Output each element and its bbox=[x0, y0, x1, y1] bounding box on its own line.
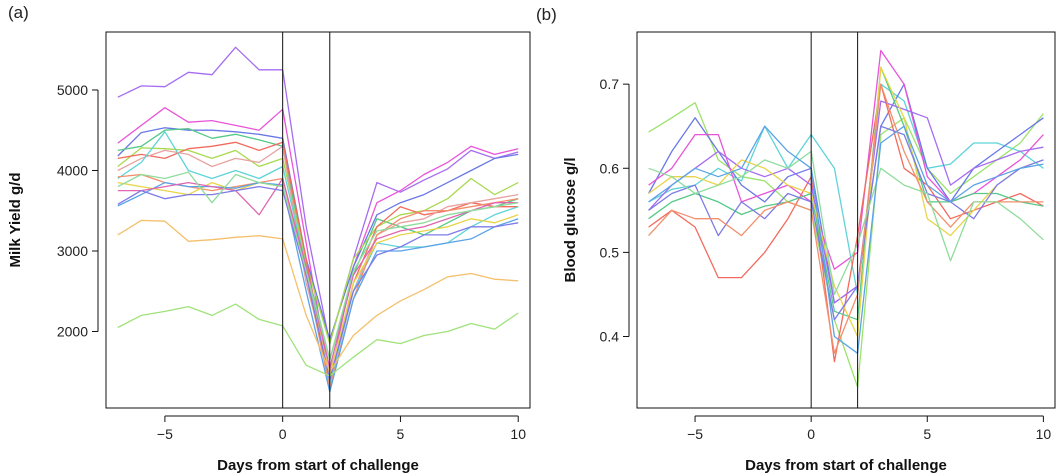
series-line-1 bbox=[648, 102, 1044, 388]
series-line-7 bbox=[117, 145, 519, 373]
y-tick-label: 0.7 bbox=[600, 76, 620, 92]
series-line-16 bbox=[117, 303, 519, 377]
y-tick-label: 3000 bbox=[57, 243, 88, 259]
series-line-14 bbox=[117, 171, 519, 361]
x-tick-label: 5 bbox=[397, 426, 405, 442]
series-line-8 bbox=[648, 66, 1044, 338]
panel-label: (a) bbox=[8, 3, 29, 22]
y-axis-title: Milk Yield g/d bbox=[7, 172, 24, 267]
chart-panel-a: (a) −5 0 5 10 2000 3000 4000 5000 Days from start… bbox=[7, 3, 531, 474]
x-tick-label: 10 bbox=[1036, 426, 1052, 442]
y-axis: 2000 3000 4000 5000 bbox=[57, 82, 99, 340]
x-tick-label: −5 bbox=[157, 426, 173, 442]
y-tick-label: 0.4 bbox=[600, 329, 620, 345]
series-line-3 bbox=[117, 127, 519, 341]
y-tick-label: 2000 bbox=[57, 324, 88, 340]
series-line-12 bbox=[648, 125, 1044, 354]
y-tick-label: 0.6 bbox=[600, 160, 620, 176]
chart-panel-b: (b) −5 0 5 10 0.4 0.5 0.6 0.7 Days from start of … bbox=[536, 5, 1056, 474]
x-axis: −5 0 5 10 bbox=[157, 415, 526, 442]
x-axis-title: Days from start of challenge bbox=[745, 457, 947, 474]
series-line-9 bbox=[648, 125, 1044, 321]
plot-frame bbox=[105, 31, 531, 409]
series-group bbox=[117, 46, 519, 393]
series-line-6 bbox=[648, 66, 1044, 321]
x-tick-label: 5 bbox=[923, 426, 931, 442]
series-line-7 bbox=[648, 100, 1044, 304]
series-group bbox=[648, 49, 1044, 388]
series-line-10 bbox=[117, 181, 519, 377]
y-tick-label: 0.5 bbox=[600, 244, 620, 260]
series-line-11 bbox=[117, 181, 519, 393]
y-tick-label: 4000 bbox=[57, 162, 88, 178]
y-axis: 0.4 0.5 0.6 0.7 bbox=[600, 76, 630, 345]
x-tick-label: 0 bbox=[807, 426, 815, 442]
series-line-10 bbox=[648, 83, 1044, 354]
x-axis: −5 0 5 10 bbox=[687, 415, 1052, 442]
series-line-5 bbox=[648, 83, 1044, 363]
series-line-1 bbox=[117, 46, 519, 345]
series-line-11 bbox=[648, 150, 1044, 296]
series-line-8 bbox=[117, 131, 519, 385]
series-line-15 bbox=[117, 219, 519, 373]
y-tick-label: 5000 bbox=[57, 82, 88, 98]
plot-frame bbox=[636, 31, 1056, 409]
series-line-4 bbox=[648, 49, 1044, 270]
x-tick-label: 10 bbox=[510, 426, 526, 442]
y-axis-title: Blood glucose g/l bbox=[562, 157, 579, 282]
x-axis-title: Days from start of challenge bbox=[217, 457, 419, 474]
x-tick-label: −5 bbox=[687, 426, 703, 442]
series-line-13 bbox=[117, 185, 519, 381]
x-tick-label: 0 bbox=[279, 426, 287, 442]
series-line-6 bbox=[117, 141, 519, 385]
panel-label: (b) bbox=[536, 5, 557, 24]
series-line-2 bbox=[648, 83, 1044, 296]
